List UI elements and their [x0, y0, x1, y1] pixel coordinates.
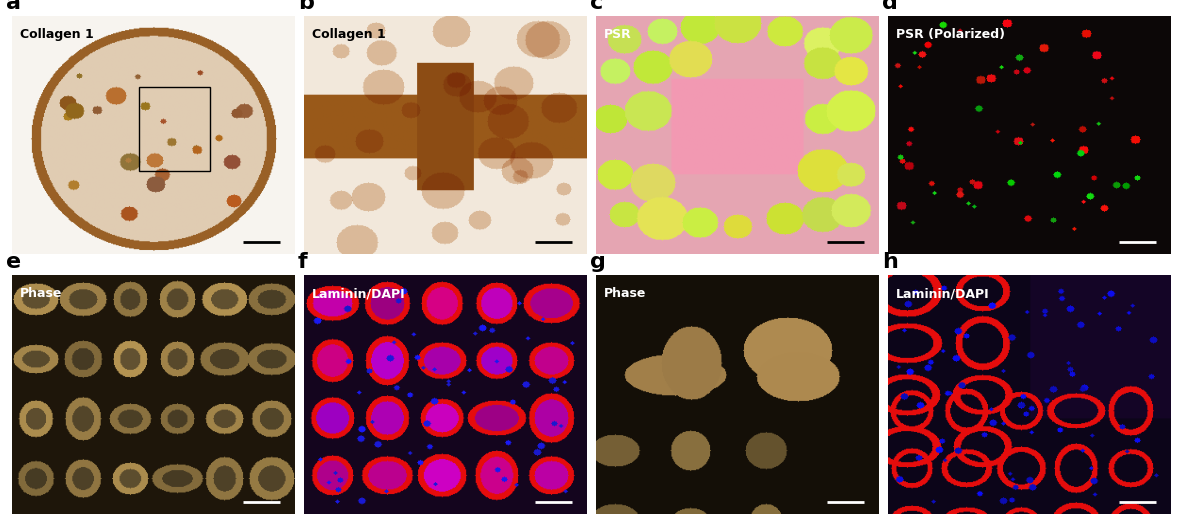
- Text: PSR (Polarized): PSR (Polarized): [896, 28, 1005, 41]
- Text: Collagen 1: Collagen 1: [312, 28, 387, 41]
- Text: Collagen 1: Collagen 1: [20, 28, 95, 41]
- Text: Laminin/DAPI: Laminin/DAPI: [312, 287, 405, 300]
- Text: b: b: [298, 0, 313, 13]
- Text: d: d: [882, 0, 897, 13]
- Text: PSR: PSR: [604, 28, 632, 41]
- Text: h: h: [882, 253, 897, 272]
- Text: a: a: [6, 0, 21, 13]
- Text: e: e: [6, 253, 21, 272]
- Text: Laminin/DAPI: Laminin/DAPI: [896, 287, 989, 300]
- Text: g: g: [590, 253, 605, 272]
- Text: Phase: Phase: [20, 287, 63, 300]
- Text: f: f: [298, 253, 307, 272]
- Bar: [139, 87, 209, 171]
- Text: c: c: [590, 0, 603, 13]
- Text: Phase: Phase: [604, 287, 647, 300]
